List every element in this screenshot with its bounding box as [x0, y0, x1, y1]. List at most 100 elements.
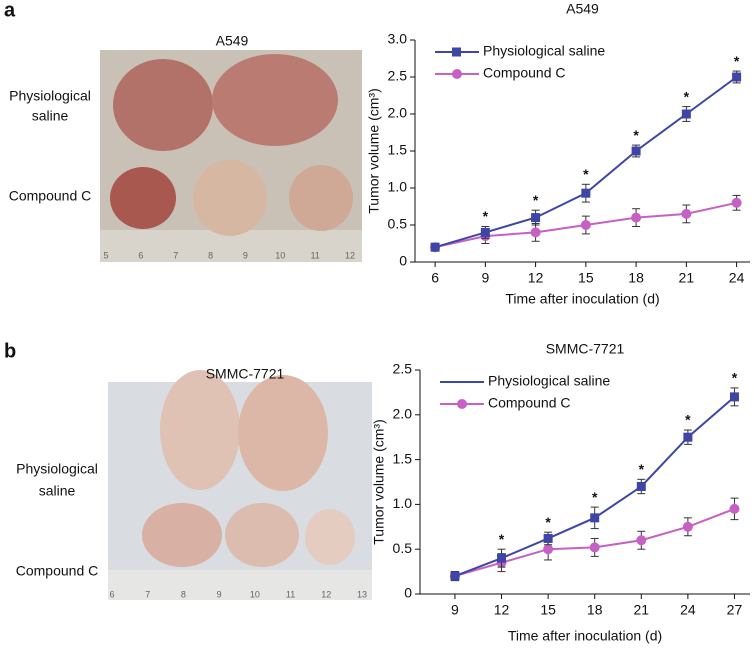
y-tick-label: 3.0 [388, 31, 408, 47]
significance-label: * [734, 53, 740, 69]
point [543, 533, 553, 543]
panel-label: b [4, 340, 16, 362]
significance-label: * [633, 127, 639, 143]
y-axis-label: Tumor volume (cm³) [366, 88, 382, 214]
ruler-number: 6 [109, 589, 114, 599]
x-tick-label: 18 [587, 602, 603, 618]
ruler-number: 9 [217, 589, 222, 599]
ruler-number: 8 [181, 589, 186, 599]
legend-marker [452, 47, 461, 57]
point [732, 72, 742, 82]
point [729, 503, 740, 514]
point [636, 481, 646, 491]
point [580, 220, 591, 230]
ruler-number: 9 [243, 250, 248, 260]
row-label: saline [32, 108, 69, 124]
point [480, 227, 490, 237]
x-tick-label: 27 [727, 602, 743, 618]
x-tick-label: 9 [451, 602, 459, 618]
point [589, 542, 600, 553]
tumor [212, 54, 338, 146]
ruler-number: 12 [321, 589, 331, 599]
ruler-number: 5 [103, 250, 108, 260]
point [681, 208, 692, 219]
x-tick-label: 21 [679, 270, 695, 286]
y-tick-label: 1.0 [393, 495, 413, 511]
significance-label: * [583, 166, 589, 182]
legend-marker [452, 69, 462, 79]
ruler [108, 570, 372, 600]
y-tick-label: 2.5 [388, 68, 408, 84]
y-tick-label: 2.0 [388, 105, 408, 121]
x-axis-label: Time after inoculation (d) [508, 628, 662, 644]
ruler-number: 10 [250, 589, 260, 599]
significance-label: * [592, 489, 598, 505]
legend-label: Compound C [488, 395, 571, 411]
y-tick-label: 2.0 [393, 406, 413, 422]
ruler-number: 11 [310, 250, 319, 260]
y-tick-label: 0 [404, 585, 412, 601]
photo-background [108, 382, 372, 600]
point [497, 553, 507, 563]
tumor [238, 375, 328, 491]
panel-label: a [4, 0, 16, 21]
row-label: Compound C [9, 188, 92, 204]
y-tick-label: 0.5 [388, 216, 408, 232]
significance-label: * [732, 370, 738, 386]
significance-label: * [499, 531, 505, 547]
point [731, 197, 742, 208]
ruler-number: 11 [286, 589, 295, 599]
y-tick-label: 2.5 [393, 361, 413, 377]
chart-title: SMMC-7721 [546, 341, 625, 357]
chart-title: A549 [566, 1, 599, 17]
tumor [110, 167, 176, 229]
y-tick-label: 1.5 [393, 450, 413, 466]
point [581, 188, 591, 198]
point [590, 513, 600, 523]
significance-label: * [483, 208, 489, 224]
point [530, 227, 541, 238]
ruler-number: 8 [208, 250, 213, 260]
y-tick-label: 1.5 [388, 142, 408, 158]
point [430, 242, 440, 252]
significance-label: * [685, 412, 691, 428]
point [636, 535, 647, 546]
significance-label: * [545, 514, 551, 530]
significance-label: * [639, 461, 645, 477]
ruler-number: 7 [145, 589, 150, 599]
point [683, 432, 693, 442]
x-tick-label: 24 [680, 602, 696, 618]
y-tick-label: 0.5 [393, 540, 413, 556]
legend-marker [457, 399, 467, 409]
point [543, 544, 554, 555]
x-axis-label: Time after inoculation (d) [505, 291, 659, 307]
significance-label: * [684, 88, 690, 104]
photo-title: SMMC-7721 [206, 366, 285, 382]
x-tick-label: 15 [540, 602, 556, 618]
tumor [113, 59, 213, 151]
x-tick-label: 21 [634, 602, 650, 618]
point [531, 213, 541, 223]
row-label: Physiological [9, 88, 91, 104]
ruler-number: 12 [345, 250, 355, 260]
point [682, 521, 693, 532]
x-tick-label: 15 [578, 270, 594, 286]
x-tick-label: 12 [528, 270, 544, 286]
point [631, 146, 641, 156]
tumor [289, 165, 353, 231]
legend-label: Compound C [483, 65, 566, 81]
x-tick-label: 24 [729, 270, 745, 286]
y-axis-label: Tumor volume (cm³) [371, 419, 387, 545]
row-label: Compound C [16, 563, 99, 579]
point [450, 571, 460, 581]
ruler-number: 6 [138, 250, 143, 260]
row-label: Physiological [16, 461, 98, 477]
photo [108, 370, 372, 600]
x-tick-label: 18 [628, 270, 644, 286]
x-tick-label: 9 [481, 270, 489, 286]
y-tick-label: 0 [399, 253, 407, 269]
photo [100, 50, 362, 262]
point [729, 392, 739, 402]
legend-label: Physiological saline [488, 373, 610, 389]
